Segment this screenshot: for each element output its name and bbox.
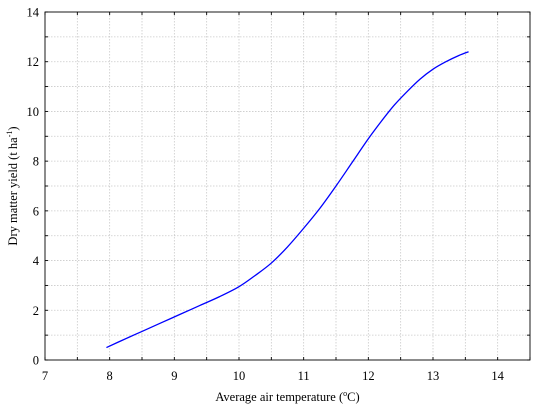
y-tick-label: 8	[33, 155, 39, 169]
x-tick-label: 7	[42, 369, 48, 383]
y-tick-label: 2	[33, 304, 39, 318]
x-tick-label: 9	[171, 369, 177, 383]
y-axis-label: Dry matter yield (t ha-1)	[5, 126, 20, 245]
x-tick-label: 11	[298, 369, 310, 383]
y-axis-label-suffix: )	[6, 126, 20, 130]
x-axis-label-suffix: C)	[347, 390, 360, 404]
y-axis-label-prefix: Dry matter yield (t ha	[6, 137, 20, 246]
x-tick-label: 12	[362, 369, 375, 383]
y-tick-label: 0	[33, 354, 39, 368]
y-tick-label: 4	[33, 254, 40, 268]
x-tick-label: 8	[107, 369, 113, 383]
series	[106, 51, 469, 349]
grid	[45, 12, 530, 360]
x-tick-labels: 7 8 9 10 11 12 13 14	[42, 369, 505, 383]
y-tick-label: 12	[27, 55, 40, 69]
x-axis-label-sup: o	[343, 389, 347, 398]
x-tick-label: 14	[491, 369, 504, 383]
series-line	[106, 51, 469, 349]
y-tick-label: 10	[27, 105, 40, 119]
plot-frame	[44, 11, 531, 361]
y-axis-label-sup: -1	[5, 131, 14, 138]
x-axis-label: Average air temperature (oC)	[215, 389, 359, 404]
x-tick-label: 13	[427, 369, 440, 383]
y-tick-label: 6	[33, 204, 39, 218]
x-tick-label: 10	[233, 369, 246, 383]
y-tick-label: 14	[27, 6, 40, 20]
y-tick-labels: 0 2 4 6 8 10 12 14	[27, 6, 40, 368]
x-axis-label-prefix: Average air temperature (	[215, 390, 343, 404]
